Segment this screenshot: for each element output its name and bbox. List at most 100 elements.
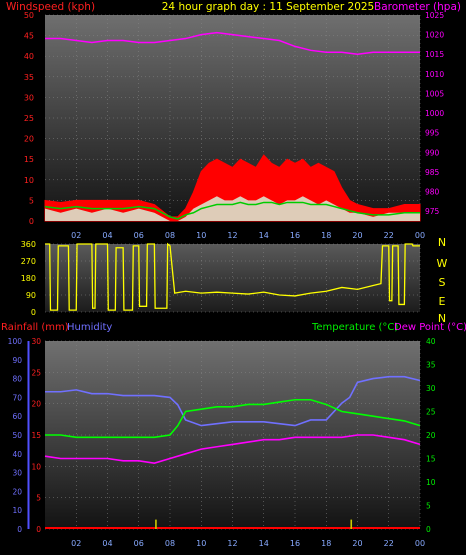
humidity-tick-label: 0 <box>17 525 22 534</box>
left-axis-label-windspeed: Windspeed (kph) <box>6 1 95 13</box>
humidity-tick-label: 90 <box>12 356 22 365</box>
humidity-tick-label: 40 <box>12 450 22 459</box>
humidity-tick-label: 70 <box>12 393 22 402</box>
wind-time-tick-label: 02 <box>71 231 81 240</box>
temp-time-tick-labels: 02 04 06 08 10 12 14 16 18 20 22 00 <box>71 539 425 548</box>
temp-time-tick-label: 06 <box>134 539 144 548</box>
direction-grid <box>45 243 421 313</box>
temperature-tick-label: 10 <box>426 478 436 487</box>
wind-direction-line <box>45 242 420 311</box>
barometer-tick-label: 990 <box>425 148 440 157</box>
temperature-tick-label: 35 <box>426 361 436 370</box>
temperature-tick-label: 0 <box>426 525 431 534</box>
rain-tick-labels: 0 5 10 15 20 25 30 <box>31 337 41 534</box>
barometer-tick-label: 1020 <box>425 31 444 40</box>
temp-time-tick-label: 04 <box>102 539 112 548</box>
temperature-tick-label: 20 <box>426 431 436 440</box>
compass-label: W <box>437 257 448 270</box>
temp-time-tick-label: 20 <box>352 539 362 548</box>
direction-tick-label: 270 <box>21 257 36 266</box>
compass-label: N <box>438 312 446 325</box>
wind-time-tick-label: 14 <box>259 231 269 240</box>
rain-tick-label: 10 <box>31 462 41 471</box>
temp-time-tick-label: 10 <box>196 539 206 548</box>
humidity-line <box>45 375 421 427</box>
windspeed-tick-label: 10 <box>24 176 34 185</box>
compass-label: N <box>438 236 446 249</box>
rain-tick-label: 5 <box>36 494 41 503</box>
windspeed-tick-label: 35 <box>24 73 34 82</box>
temp-time-tick-label: 22 <box>384 539 394 548</box>
windspeed-tick-label: 50 <box>24 11 34 20</box>
wind-time-tick-label: 22 <box>384 231 394 240</box>
direction-tick-label: 90 <box>26 291 36 300</box>
wind-time-tick-label: 20 <box>352 231 362 240</box>
barometer-tick-labels: 975 980 985 990 995 1000 1005 1010 1015 1020 1025 <box>425 11 444 216</box>
temperature-tick-labels: 0 5 10 15 20 25 30 35 40 <box>426 337 436 534</box>
average-wind-line <box>44 201 420 220</box>
temp-series-group <box>44 375 421 529</box>
barometer-tick-label: 1000 <box>425 109 444 118</box>
rain-bar <box>155 519 157 529</box>
barometer-tick-label: 985 <box>425 168 440 177</box>
temp-time-tick-label: 02 <box>71 539 81 548</box>
humidity-tick-label: 30 <box>12 469 22 478</box>
wind-time-tick-label: 04 <box>102 231 112 240</box>
wind-time-tick-label: 00 <box>415 231 425 240</box>
barometer-line <box>45 31 420 55</box>
barometer-tick-label: 980 <box>425 188 440 197</box>
humidity-axis-label: Humidity <box>67 322 112 333</box>
direction-tick-labels: 0 90 180 270 360 <box>21 240 36 317</box>
wind-time-tick-label: 18 <box>321 231 331 240</box>
direction-tick-label: 180 <box>21 274 36 283</box>
temp-time-tick-label: 08 <box>165 539 175 548</box>
barometer-tick-label: 975 <box>425 207 440 216</box>
wind-time-tick-label: 10 <box>196 231 206 240</box>
dewpoint-line <box>44 434 421 465</box>
temp-time-tick-label: 00 <box>415 539 425 548</box>
compass-label: S <box>439 276 446 289</box>
temperature-tick-label: 5 <box>426 502 431 511</box>
wind-time-tick-label: 16 <box>290 231 300 240</box>
compass-label: E <box>439 295 446 308</box>
humidity-tick-label: 100 <box>8 337 23 346</box>
temp-humidity-rain-panel: 0 10 20 30 40 50 60 70 80 90 100 0 5 10 15 20 25 30 0 5 10… <box>8 337 436 548</box>
wind-time-tick-labels: 02 04 06 08 10 12 14 16 18 20 22 00 <box>71 231 425 240</box>
barometer-tick-label: 1015 <box>425 50 444 59</box>
windspeed-tick-label: 25 <box>24 114 34 123</box>
windspeed-tick-label: 15 <box>24 155 34 164</box>
humidity-tick-label: 50 <box>12 431 22 440</box>
direction-tick-label: 0 <box>31 308 36 317</box>
windspeed-tick-label: 40 <box>24 52 34 61</box>
rain-tick-label: 20 <box>31 400 41 409</box>
windspeed-tick-label: 5 <box>29 196 34 205</box>
windspeed-tick-label: 30 <box>24 93 34 102</box>
barometer-tick-label: 995 <box>425 129 440 138</box>
windspeed-tick-labels: 0 5 10 15 20 25 30 35 40 45 50 <box>24 11 34 226</box>
humidity-tick-label: 80 <box>12 375 22 384</box>
humidity-tick-label: 60 <box>12 412 22 421</box>
temperature-line <box>45 398 421 439</box>
rainfall-axis-label: Rainfall (mm) <box>1 322 69 333</box>
temp-time-tick-label: 18 <box>321 539 331 548</box>
rain-bar <box>350 519 353 529</box>
barometer-tick-label: 1010 <box>425 70 444 79</box>
wind-time-tick-label: 12 <box>227 231 237 240</box>
temperature-tick-label: 25 <box>426 408 436 417</box>
direction-series-group <box>45 242 420 311</box>
humidity-tick-label: 20 <box>12 487 22 496</box>
temperature-tick-label: 15 <box>426 455 436 464</box>
barometer-tick-label: 1025 <box>425 11 444 20</box>
windspeed-tick-label: 20 <box>24 135 34 144</box>
right-axis-label-barometer: Barometer (hpa) <box>374 1 461 13</box>
humidity-tick-labels: 0 10 20 30 40 50 60 70 80 90 100 <box>8 337 23 534</box>
temp-time-tick-label: 16 <box>290 539 300 548</box>
windspeed-tick-label: 45 <box>24 32 34 41</box>
wind-time-tick-label: 08 <box>165 231 175 240</box>
rain-tick-label: 30 <box>31 337 41 346</box>
barometer-tick-label: 1005 <box>425 89 444 98</box>
temp-time-tick-label: 12 <box>227 539 237 548</box>
